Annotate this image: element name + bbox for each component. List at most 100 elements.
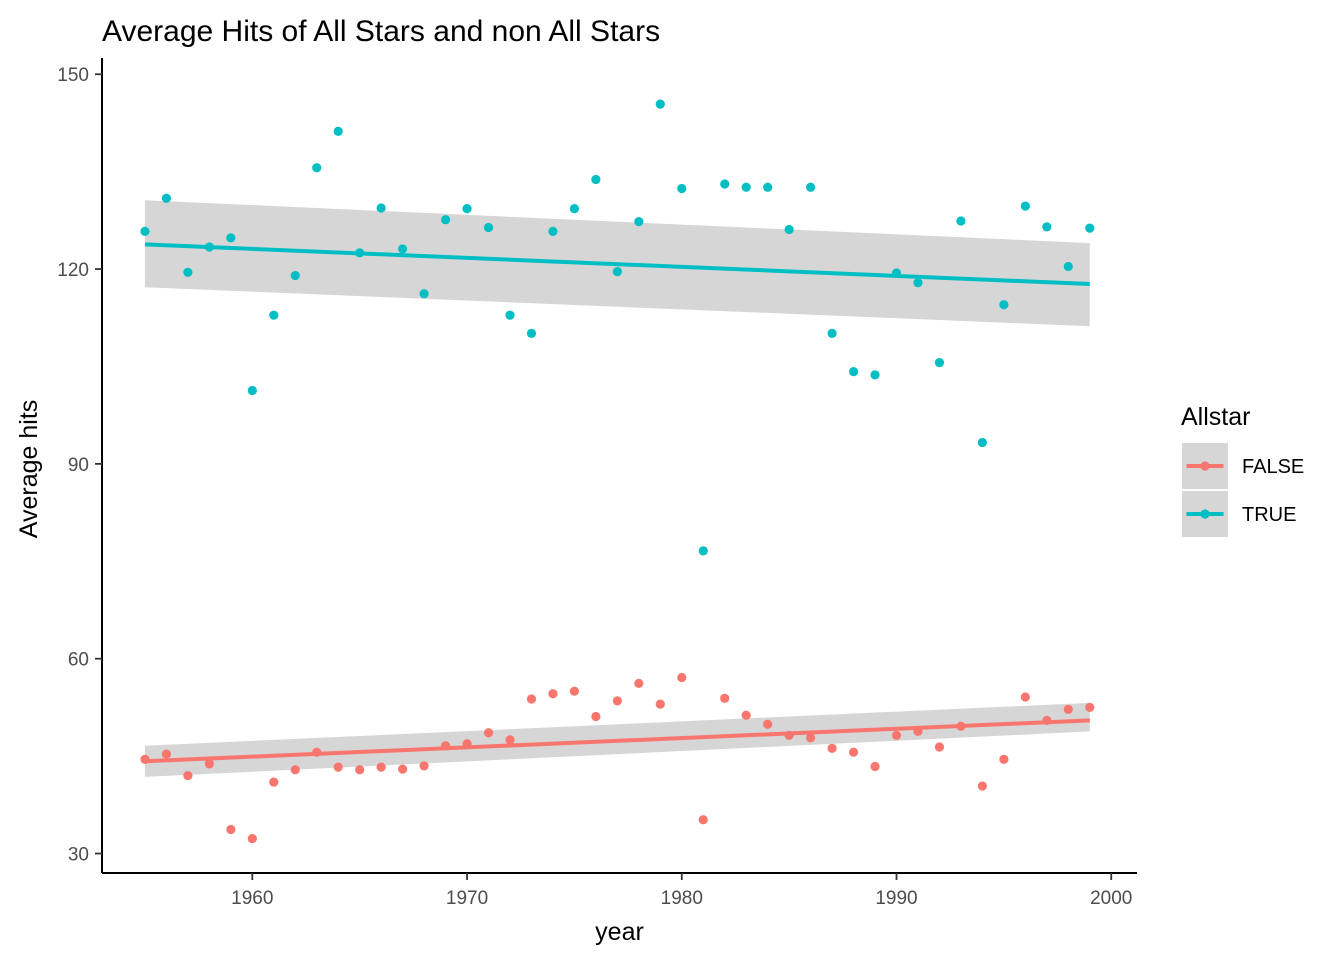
data-point-true	[848, 367, 859, 377]
data-point-false	[526, 694, 537, 704]
data-point-true	[591, 174, 601, 185]
data-point-false	[891, 730, 902, 740]
legend-point-true	[1200, 509, 1210, 519]
data-point-true	[1042, 222, 1052, 232]
data-point-false	[1063, 704, 1073, 714]
plot-area	[140, 99, 1095, 844]
data-point-false	[720, 693, 730, 703]
data-point-true	[1063, 261, 1073, 272]
data-point-false	[355, 765, 365, 775]
data-point-false	[161, 749, 172, 759]
data-point-true	[612, 267, 622, 277]
data-point-true	[634, 217, 644, 227]
data-point-true	[913, 278, 923, 288]
data-point-false	[806, 733, 816, 743]
data-point-true	[140, 226, 150, 236]
data-point-true	[1020, 201, 1030, 211]
data-point-false	[398, 764, 408, 774]
data-point-false	[848, 747, 859, 757]
x-axis-title: year	[595, 918, 644, 946]
data-point-false	[612, 696, 622, 706]
legend-title: Allstar	[1181, 403, 1250, 431]
x-tick-label: 2000	[1090, 888, 1132, 909]
data-point-true	[440, 215, 451, 225]
data-point-true	[956, 216, 966, 226]
data-point-false	[591, 711, 601, 722]
data-point-true	[226, 233, 236, 243]
data-point-false	[483, 728, 494, 738]
data-point-false	[634, 678, 644, 688]
data-point-false	[226, 824, 236, 835]
data-point-true	[419, 289, 429, 299]
data-point-true	[720, 179, 730, 189]
data-point-true	[698, 546, 708, 556]
data-point-true	[312, 163, 322, 173]
data-point-true	[1085, 223, 1095, 233]
data-point-true	[183, 267, 193, 277]
data-point-true	[376, 203, 386, 213]
x-tick-label: 1970	[446, 888, 488, 909]
data-point-false	[870, 761, 880, 772]
data-point-false	[333, 762, 343, 772]
data-point-false	[269, 777, 279, 787]
data-point-false	[827, 743, 837, 753]
data-point-false	[763, 719, 773, 729]
data-point-false	[677, 672, 687, 683]
data-point-true	[655, 99, 665, 109]
data-point-true	[505, 310, 515, 320]
data-point-false	[698, 815, 708, 825]
axes: 1960 1970 1980 1990 2000 30 60 90 120 150	[57, 58, 1137, 909]
y-axis-title: Average hits	[15, 400, 43, 539]
data-point-true	[934, 357, 945, 368]
data-point-true	[161, 193, 172, 203]
data-point-false	[204, 759, 214, 769]
data-point-true	[462, 204, 472, 214]
data-point-false	[1085, 702, 1095, 713]
data-point-true	[741, 182, 751, 192]
data-point-true	[977, 437, 987, 448]
data-point-false	[247, 833, 257, 844]
data-point-false	[548, 689, 558, 699]
data-point-false	[290, 765, 300, 775]
data-point-false	[419, 761, 429, 771]
data-point-false	[569, 686, 580, 696]
x-tick-label: 1990	[875, 888, 917, 909]
data-point-true	[827, 328, 837, 338]
data-point-false	[741, 710, 751, 720]
chart-title: Average Hits of All Stars and non All St…	[102, 15, 660, 48]
y-tick-label: 120	[57, 260, 89, 281]
data-point-true	[784, 224, 794, 235]
trend-line-true	[144, 242, 1090, 286]
data-point-true	[247, 385, 257, 396]
data-point-true	[526, 328, 537, 338]
data-point-false	[977, 781, 987, 791]
trend-line-false	[144, 718, 1090, 764]
data-point-true	[999, 300, 1009, 310]
data-point-true	[806, 182, 816, 192]
y-tick-label: 90	[68, 455, 89, 476]
data-point-true	[763, 182, 773, 192]
legend-label-true: TRUE	[1242, 504, 1296, 526]
data-point-true	[333, 126, 343, 136]
data-point-true	[569, 204, 580, 214]
data-point-true	[398, 244, 408, 254]
y-tick-label: 30	[68, 845, 89, 866]
data-point-false	[934, 742, 945, 752]
data-point-false	[1020, 692, 1030, 702]
y-tick-label: 150	[57, 65, 89, 86]
legend-point-false	[1200, 461, 1210, 471]
data-point-true	[483, 222, 494, 233]
legend-label-false: FALSE	[1242, 456, 1304, 478]
data-point-false	[183, 770, 193, 781]
x-tick-label: 1980	[661, 888, 703, 909]
data-point-false	[376, 762, 386, 772]
data-point-true	[269, 310, 279, 320]
data-point-false	[999, 754, 1009, 764]
x-tick-label: 1960	[231, 888, 273, 909]
data-point-true	[290, 270, 300, 281]
data-point-false	[655, 699, 665, 709]
y-tick-label: 60	[68, 650, 89, 671]
data-point-true	[677, 183, 687, 194]
data-point-false	[505, 735, 515, 745]
